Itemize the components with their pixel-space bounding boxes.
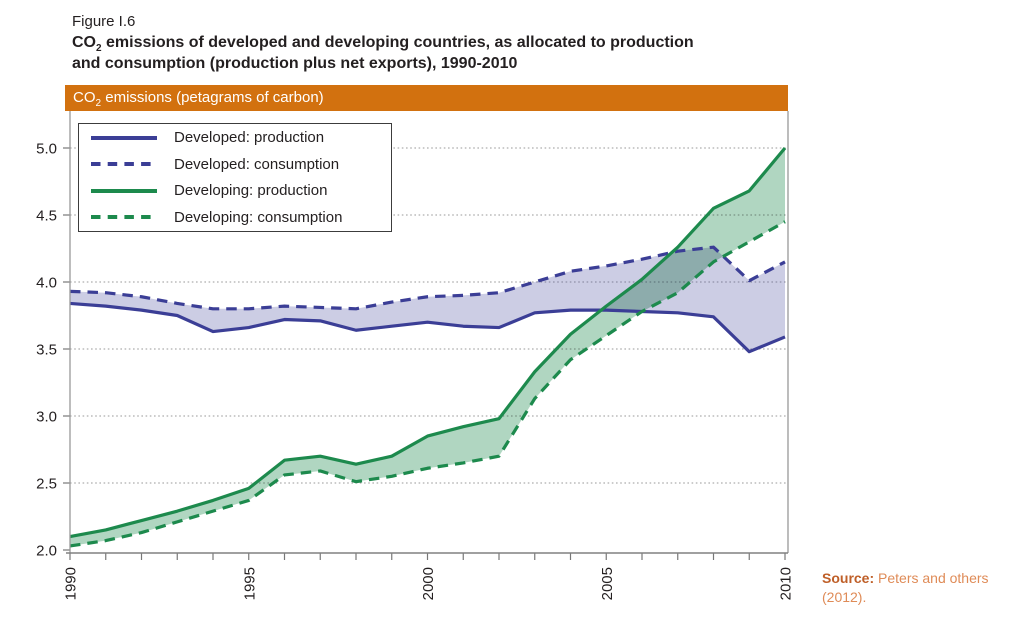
y-tick-label: 3.0 xyxy=(36,409,57,426)
title-line1-text: emissions of developed and developing co… xyxy=(101,34,694,51)
x-tick-label: 1995 xyxy=(241,567,258,600)
line-developed-production xyxy=(69,301,786,354)
header-text: emissions (petagrams of carbon) xyxy=(101,89,324,106)
legend-item-developed-production: Developed: production xyxy=(89,125,391,150)
band-developing xyxy=(70,148,785,546)
line-developing-production xyxy=(69,146,787,539)
legend-dashed-blue-line-icon xyxy=(91,162,157,167)
title-co: CO xyxy=(72,34,96,51)
legend-solid-green-line-icon xyxy=(91,188,157,193)
x-tick-label: 2010 xyxy=(778,567,795,600)
chart-legend: Developed: production Developed: consump… xyxy=(78,123,392,232)
title-subscript: 2 xyxy=(96,43,102,55)
legend-item-developing-production: Developing: production xyxy=(89,178,391,203)
y-tick-label: 5.0 xyxy=(36,141,57,158)
line-developing-consumption xyxy=(69,220,786,548)
legend-solid-blue-line-icon xyxy=(91,135,157,140)
band-developed xyxy=(70,247,785,352)
legend-label-developing-consumption: Developing: consumption xyxy=(174,208,343,226)
figure-label: Figure I.6 xyxy=(72,13,136,30)
title-line2: and consumption (production plus net exp… xyxy=(72,54,518,72)
source-label: Source: xyxy=(822,570,875,586)
line-developed-consumption xyxy=(69,245,786,311)
y-tick-label: 2.0 xyxy=(36,543,57,560)
legend-label-developed-production: Developed: production xyxy=(174,129,325,147)
legend-item-developing-consumption: Developing: consumption xyxy=(89,205,391,230)
header-subscript: 2 xyxy=(95,98,102,109)
y-tick-label: 2.5 xyxy=(36,476,57,493)
x-tick-label: 2000 xyxy=(420,567,437,600)
legend-item-developed-consumption: Developed: consumption xyxy=(89,152,391,177)
x-tick-label: 1990 xyxy=(63,567,80,600)
legend-label-developed-consumption: Developed: consumption xyxy=(174,155,340,173)
x-tick-label: 2005 xyxy=(599,567,616,600)
y-tick-label: 3.5 xyxy=(36,342,57,359)
legend-label-developing-production: Developing: production xyxy=(174,182,328,200)
source-note: Source: Peters and others (2012). xyxy=(822,569,1007,607)
legend-dashed-green-line-icon xyxy=(91,215,157,220)
figure-title: CO2 emissions of developed and developin… xyxy=(72,33,792,74)
y-tick-label: 4.0 xyxy=(36,275,57,292)
chart-header-bar: CO2 emissions (petagrams of carbon) xyxy=(65,85,788,111)
header-co: CO xyxy=(73,89,96,106)
source-text: Peters and others (2012). xyxy=(822,570,989,605)
title-line1: CO2 emissions of developed and developin… xyxy=(72,34,694,55)
y-tick-label: 4.5 xyxy=(36,208,57,225)
